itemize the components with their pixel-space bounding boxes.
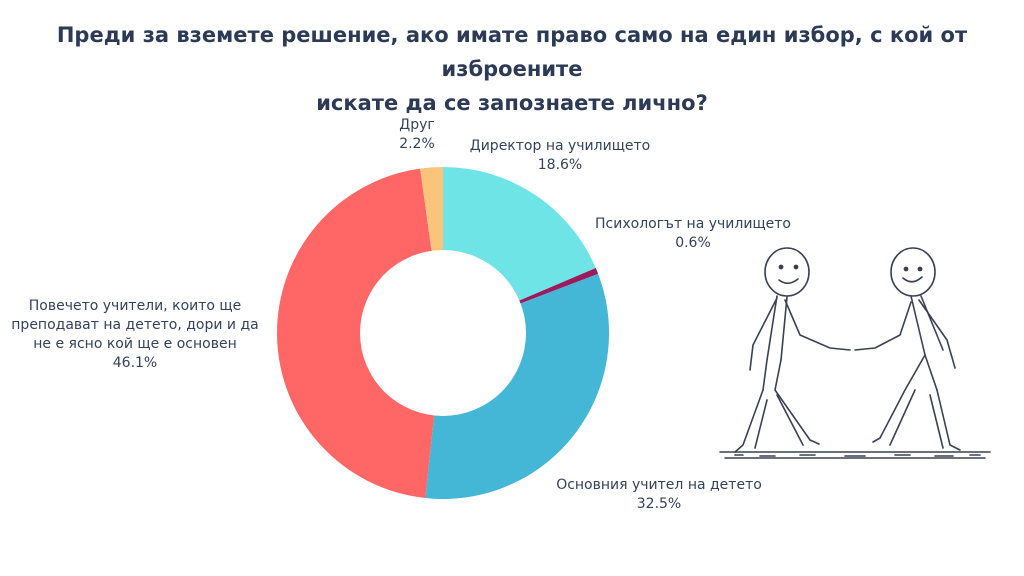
label-most-teachers-value: 46.1% [112,355,158,371]
label-main-teacher: Основния учител на детето 32.5% [548,476,770,514]
label-psychologist: Психологът на училището 0.6% [575,215,811,253]
left-person-body [762,295,788,391]
left-person-head [764,247,810,297]
ground-line [719,451,991,459]
chart-title: Преди за вземете решение, ако имате прав… [20,18,1004,120]
right-person-head [890,247,936,297]
label-psychologist-value: 0.6% [675,235,711,251]
label-director-name: Директор на училището [469,138,651,154]
label-main-teacher-name: Основния учител на детето [556,477,762,493]
label-most-teachers-name: Повечето учители, които ще преподават на… [11,298,259,352]
label-other-value: 2.2% [399,136,435,152]
label-director-value: 18.6% [537,157,583,173]
handshake-illustration [719,247,991,459]
label-most-teachers: Повечето учители, които ще преподават на… [10,297,260,373]
label-psychologist-name: Психологът на училището [595,216,791,232]
label-other: Друг 2.2% [395,116,439,154]
label-main-teacher-value: 32.5% [636,496,682,512]
label-other-name: Друг [399,117,435,133]
chart-title-line-2: искате да се запознаете лично? [316,91,708,115]
label-director: Директор на училището 18.6% [462,137,658,175]
chart-title-line-1: Преди за вземете решение, ако имате прав… [56,23,968,81]
donut-slice-4 [277,168,443,499]
donut-hole [360,250,526,416]
